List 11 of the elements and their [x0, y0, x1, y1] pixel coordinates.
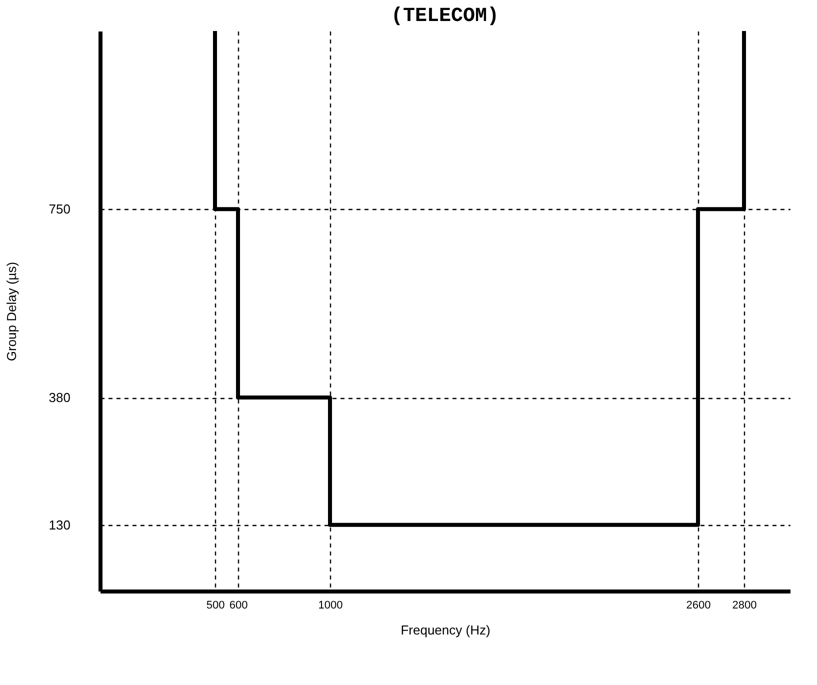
x-tick-label: 600: [229, 600, 248, 612]
x-axis-title: Frequency (Hz): [400, 622, 490, 638]
x-tick-label: 2800: [732, 600, 757, 612]
y-tick-label: 750: [48, 202, 70, 217]
x-tick-label: 1000: [318, 600, 343, 612]
x-tick-label: 2600: [686, 600, 711, 612]
y-axis-title: Group Delay (µs): [4, 262, 19, 362]
y-tick-label: 380: [48, 390, 70, 406]
x-tick-label: 500: [206, 600, 225, 612]
y-tick-label: 130: [48, 517, 70, 532]
chart-title: (TELECOM): [390, 5, 500, 28]
